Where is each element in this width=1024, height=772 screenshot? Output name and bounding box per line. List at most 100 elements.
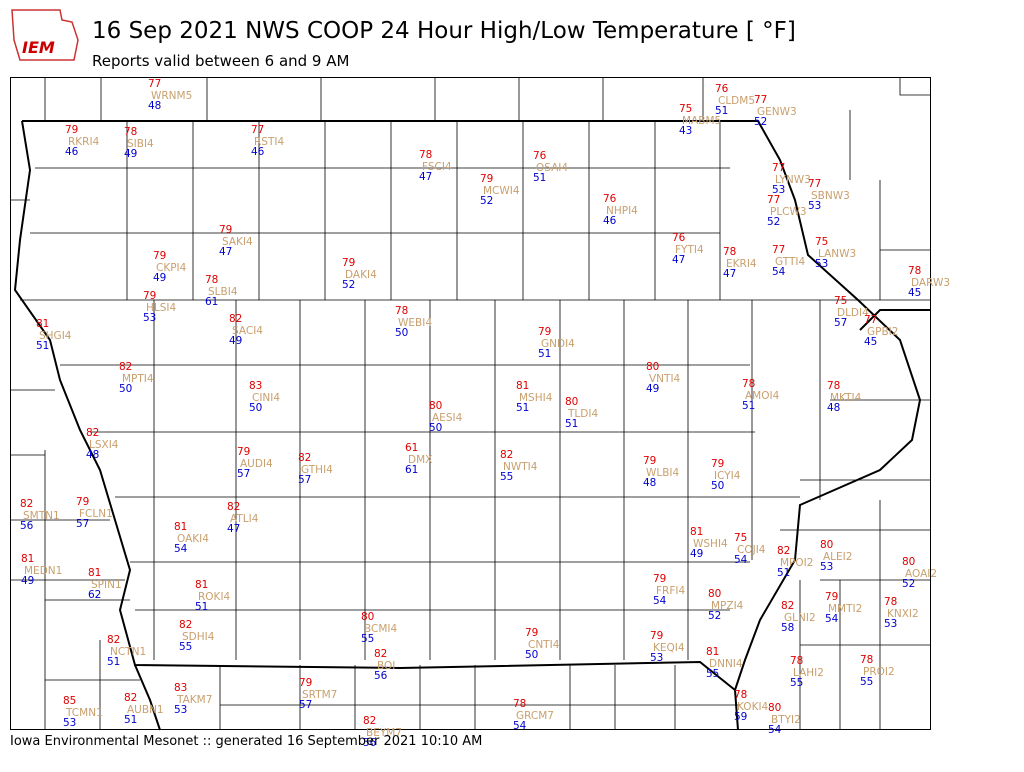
logo-text: IEM bbox=[22, 38, 55, 57]
station-high: 79 bbox=[643, 455, 656, 467]
station-high: 78 bbox=[742, 378, 755, 390]
station-low: 56 bbox=[374, 670, 388, 682]
station-low: 57 bbox=[237, 468, 250, 480]
station-high: 79 bbox=[65, 124, 78, 136]
station-low: 50 bbox=[429, 422, 442, 434]
station-low: 47 bbox=[723, 268, 736, 280]
station-low: 53 bbox=[772, 184, 785, 196]
station-high: 78 bbox=[734, 689, 747, 701]
station-high: 79 bbox=[653, 573, 666, 585]
station-id: MKTI4 bbox=[830, 392, 862, 404]
station-high: 81 bbox=[36, 318, 49, 330]
station-high: 79 bbox=[219, 224, 232, 236]
station-high: 79 bbox=[342, 257, 355, 269]
station-high: 75 bbox=[815, 236, 828, 248]
station-plots: 77WRNM54876CLDM55177GENW35275MABM54379RK… bbox=[20, 78, 950, 749]
station-id: LSXI4 bbox=[89, 439, 119, 451]
station-id: TLDI4 bbox=[567, 408, 598, 420]
station-low: 50 bbox=[525, 649, 538, 661]
station-id: GTTI4 bbox=[775, 256, 806, 268]
station-high: 76 bbox=[672, 232, 686, 244]
station-id: MPZI4 bbox=[711, 600, 744, 612]
station-high: 82 bbox=[119, 361, 132, 373]
station-id: NCTN1 bbox=[110, 646, 146, 658]
station-id: TCMN1 bbox=[65, 707, 103, 719]
station-low: 53 bbox=[143, 312, 156, 324]
station-id: SLBI4 bbox=[208, 286, 238, 298]
subtitle: Reports valid between 6 and 9 AM bbox=[92, 52, 349, 70]
station-low: 48 bbox=[86, 449, 99, 461]
station-low: 49 bbox=[124, 148, 137, 160]
station-low: 49 bbox=[21, 575, 34, 587]
station-id: SIBI4 bbox=[127, 138, 154, 150]
station-id: KOKI4 bbox=[737, 701, 769, 713]
station-high: 80 bbox=[820, 539, 833, 551]
station-id: FCLN1 bbox=[79, 508, 113, 520]
station-high: 77 bbox=[251, 124, 264, 136]
station-low: 43 bbox=[679, 125, 692, 137]
station-low: 56 bbox=[363, 737, 377, 749]
station-id: CNTI4 bbox=[528, 639, 560, 651]
station-low: 57 bbox=[298, 474, 311, 486]
station-low: 47 bbox=[419, 171, 432, 183]
station-low: 51 bbox=[715, 105, 728, 117]
station-id: SAKI4 bbox=[222, 236, 253, 248]
station-id: MEDN1 bbox=[24, 565, 62, 577]
station-low: 53 bbox=[63, 717, 76, 729]
station-id: NHPI4 bbox=[606, 205, 638, 217]
station-id: SBNW3 bbox=[811, 190, 850, 202]
station-low: 51 bbox=[742, 400, 755, 412]
station-id: GENW3 bbox=[757, 106, 797, 118]
station-id: AUDI4 bbox=[240, 458, 273, 470]
station-id: PROI2 bbox=[863, 666, 895, 678]
station-high: 78 bbox=[884, 596, 897, 608]
station-low: 53 bbox=[650, 652, 663, 664]
station-low: 57 bbox=[299, 699, 312, 711]
station-high: 77 bbox=[772, 244, 785, 256]
station-low: 54 bbox=[825, 613, 839, 625]
station-high: 61 bbox=[405, 442, 418, 454]
station-low: 55 bbox=[500, 471, 513, 483]
station-id: MMTI2 bbox=[828, 603, 862, 615]
station-low: 52 bbox=[480, 195, 493, 207]
station-id: SPIN1 bbox=[91, 579, 122, 591]
station-low: 51 bbox=[36, 340, 49, 352]
station-low: 54 bbox=[513, 720, 527, 732]
station-id: LANW3 bbox=[818, 248, 856, 260]
station-id: RSTI4 bbox=[254, 136, 284, 148]
station-low: 50 bbox=[395, 327, 408, 339]
station-id: BOI bbox=[377, 660, 395, 672]
footer: Iowa Environmental Mesonet :: generated … bbox=[10, 734, 482, 749]
station-low: 50 bbox=[119, 383, 132, 395]
station-high: 80 bbox=[708, 588, 721, 600]
station-low: 47 bbox=[219, 246, 232, 258]
station-high: 80 bbox=[565, 396, 578, 408]
station-low: 45 bbox=[864, 336, 877, 348]
station-high: 78 bbox=[860, 654, 873, 666]
station-low: 49 bbox=[690, 548, 703, 560]
station-id: FSCI4 bbox=[422, 161, 452, 173]
station-high: 78 bbox=[790, 655, 803, 667]
station-id: DMX bbox=[408, 454, 432, 466]
station-id: GPBI2 bbox=[867, 326, 898, 338]
station-low: 57 bbox=[76, 518, 89, 530]
station-id: MPTI4 bbox=[122, 373, 154, 385]
station-low: 53 bbox=[884, 618, 897, 630]
station-low: 49 bbox=[646, 383, 659, 395]
station-low: 51 bbox=[777, 567, 790, 579]
station-id: DARW3 bbox=[911, 277, 950, 289]
station-low: 50 bbox=[249, 402, 262, 414]
station-id: AMOI4 bbox=[745, 390, 780, 402]
station-high: 80 bbox=[429, 400, 442, 412]
station-high: 79 bbox=[153, 250, 166, 262]
station-id: DAKI4 bbox=[345, 269, 377, 281]
station-low: 47 bbox=[672, 254, 685, 266]
station-low: 48 bbox=[643, 477, 656, 489]
station-id: HLSI4 bbox=[146, 302, 177, 314]
station-high: 78 bbox=[908, 265, 921, 277]
station-id: CINI4 bbox=[252, 392, 280, 404]
station-low: 49 bbox=[153, 272, 166, 284]
station-id: MCWI4 bbox=[483, 185, 520, 197]
station-high: 82 bbox=[229, 313, 242, 325]
station-low: 53 bbox=[820, 561, 833, 573]
